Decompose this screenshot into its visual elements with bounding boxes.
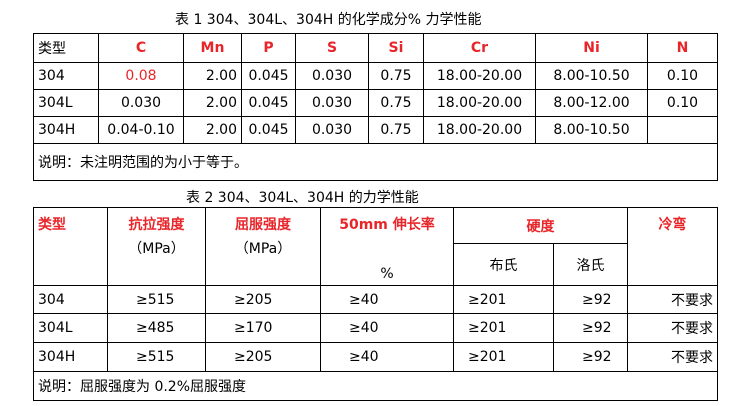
- cell: 304L: [33, 89, 99, 117]
- sub-header-cell: 洛氏: [553, 243, 628, 286]
- cell: 0.045: [241, 116, 296, 144]
- data-row: 304 0.08 2.00 0.045 0.030 0.75 18.00-20.00 8.00…: [33, 62, 718, 90]
- note-row: 说明：未注明范围的为小于等于。: [33, 143, 718, 181]
- table-title: 表 2 304、304L、304H 的力学性能: [186, 190, 419, 206]
- cell: 2.00: [183, 89, 242, 117]
- header-cell: 类型: [33, 207, 108, 286]
- cell: ≥92: [553, 342, 628, 372]
- sub-header-cell: 布氏: [453, 243, 554, 286]
- data-row: 304H 0.04-0.10 2.00 0.045 0.030 0.75 18.00-20.…: [33, 116, 718, 144]
- note: 说明：屈服强度为 0.2%屈服强度: [33, 371, 718, 401]
- cell: ≥40: [320, 285, 454, 314]
- cell: ≥201: [453, 313, 554, 343]
- cell: 2.00: [183, 62, 242, 90]
- data-row: 304 ≥515 ≥205 ≥40 ≥201 ≥92 不要求: [33, 285, 718, 314]
- header-cell: N: [647, 33, 718, 63]
- cell: ≥515: [107, 342, 206, 372]
- note: 说明：未注明范围的为小于等于。: [33, 143, 718, 181]
- header-cell: 硬度: [453, 207, 628, 244]
- cell: ≥201: [453, 285, 554, 314]
- header-label: 类型: [38, 217, 66, 233]
- composition-table: 类型 C Mn P S Si Cr Ni N 304 0.08 2.00 0.045 0.030 0.75 1…: [33, 33, 718, 181]
- cell: 8.00-10.50: [535, 116, 648, 144]
- header-unit: %: [380, 266, 394, 282]
- header-cell: 50mm 伸长率%: [320, 207, 454, 286]
- cell: 0.030: [295, 62, 369, 90]
- cell: 0.030: [98, 89, 184, 117]
- cell: 2.00: [183, 116, 242, 144]
- cell: 18.00-20.00: [423, 116, 536, 144]
- empty-cell: [647, 116, 718, 144]
- header-label: 冷弯: [658, 217, 687, 233]
- cell: 0.030: [295, 116, 369, 144]
- data-row: 304H ≥515 ≥205 ≥40 ≥201 ≥92 不要求: [33, 342, 718, 372]
- cell: 304H: [33, 342, 108, 372]
- cell: ≥485: [107, 313, 206, 343]
- cell: 304L: [33, 313, 108, 343]
- header-cell: P: [241, 33, 296, 63]
- header-unit: （MPa）: [128, 241, 185, 257]
- header-unit: （MPa）: [234, 241, 292, 257]
- header-cell: Si: [368, 33, 424, 63]
- header-cell: 类型: [33, 33, 99, 63]
- cell: ≥40: [320, 342, 454, 372]
- table-title: 表 1 304、304L、304H 的化学成分% 力学性能: [175, 12, 482, 28]
- cell: 0.75: [368, 116, 424, 144]
- cell: 0.10: [647, 89, 718, 117]
- cell: ≥201: [453, 342, 554, 372]
- cell: ≥170: [205, 313, 321, 343]
- cell: 不要求: [627, 313, 718, 343]
- cell: ≥40: [320, 313, 454, 343]
- cell: 不要求: [627, 285, 718, 314]
- cell: 304: [33, 285, 108, 314]
- header-cell: Cr: [423, 33, 536, 63]
- cell: ≥205: [205, 285, 321, 314]
- header-row: 类型 C Mn P S Si Cr Ni N: [33, 33, 718, 63]
- header-cell: 屈服强度 （MPa）: [205, 207, 321, 286]
- header-cell: Mn: [183, 33, 242, 63]
- header-cell: Ni: [535, 33, 648, 63]
- header-label: 抗拉强度: [128, 217, 185, 233]
- data-row: 304L ≥485 ≥170 ≥40 ≥201 ≥92 不要求: [33, 313, 718, 343]
- cell: 18.00-20.00: [423, 62, 536, 90]
- cell: 0.04-0.10: [98, 116, 184, 144]
- header-cell: C: [98, 33, 184, 63]
- cell: 8.00-10.50: [535, 62, 648, 90]
- cell: 0.08: [98, 62, 184, 90]
- cell: 不要求: [627, 342, 718, 372]
- header-row: 布氏 洛氏: [34, 243, 718, 286]
- cell: 304: [33, 62, 99, 90]
- cell: ≥515: [107, 285, 206, 314]
- cell: ≥92: [553, 285, 628, 314]
- mechanical-table: 类型 抗拉强度 （MPa） 屈服强度 （MPa） 50mm 伸长率% 硬度 冷弯 布氏 洛氏 304…: [33, 207, 718, 401]
- cell: 8.00-12.00: [535, 89, 648, 117]
- note-row: 说明：屈服强度为 0.2%屈服强度: [33, 371, 718, 401]
- header-cell: 冷弯: [627, 207, 718, 286]
- cell: ≥92: [553, 313, 628, 343]
- cell: 0.75: [368, 89, 424, 117]
- header-label: 50mm 伸长率: [339, 217, 435, 233]
- header-cell: 抗拉强度 （MPa）: [107, 207, 206, 286]
- cell: 0.045: [241, 62, 296, 90]
- cell: 18.00-20.00: [423, 89, 536, 117]
- cell: 0.10: [647, 62, 718, 90]
- header-cell: S: [295, 33, 369, 63]
- cell: 0.030: [295, 89, 369, 117]
- cell: 0.75: [368, 62, 424, 90]
- header-row: 类型 抗拉强度 （MPa） 屈服强度 （MPa） 50mm 伸长率% 硬度 冷弯: [33, 207, 718, 286]
- data-row: 304L 0.030 2.00 0.045 0.030 0.75 18.00-20.00 8.…: [33, 89, 718, 117]
- cell: 304H: [33, 116, 99, 144]
- cell: 0.045: [241, 89, 296, 117]
- cell: ≥205: [205, 342, 321, 372]
- header-label: 屈服强度: [235, 217, 291, 233]
